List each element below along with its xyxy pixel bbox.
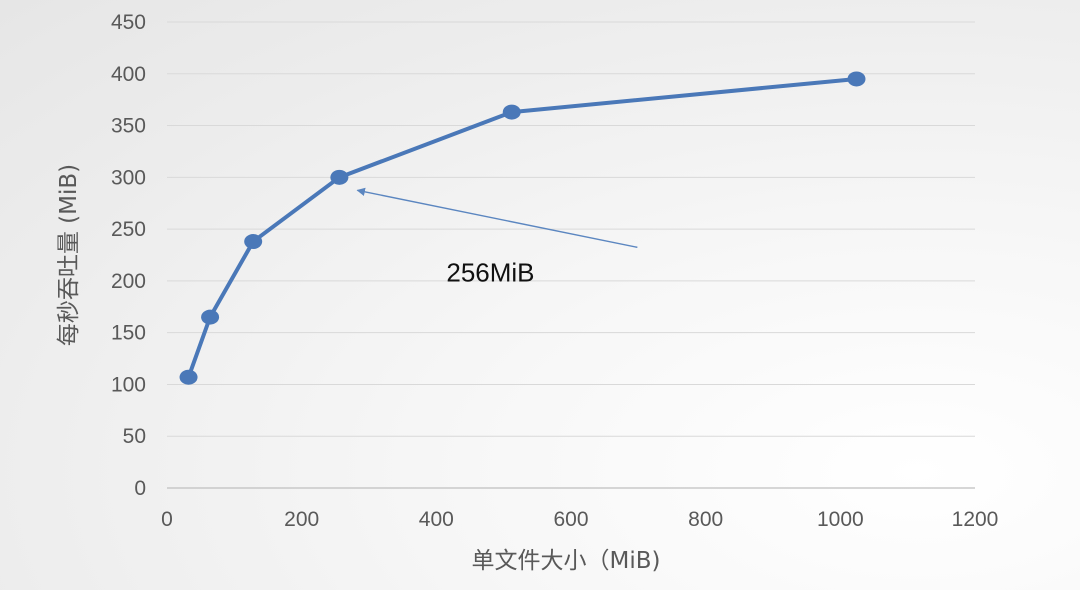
y-tick-label-50: 50: [123, 425, 146, 448]
x-tick-label-600: 600: [553, 508, 588, 531]
x-tick-label-1200: 1200: [952, 508, 999, 531]
data-point-256: [330, 169, 349, 185]
series-layer: [179, 71, 866, 385]
y-tick-label-400: 400: [111, 63, 146, 86]
data-point-512: [502, 104, 521, 120]
y-tick-label-300: 300: [111, 166, 146, 189]
data-point-32: [179, 369, 198, 385]
y-tick-label-150: 150: [111, 322, 146, 345]
annotation-layer: 256MiB: [356, 187, 638, 287]
data-point-128: [244, 234, 263, 250]
y-tick-label-0: 0: [134, 477, 146, 500]
x-tick-labels: 0 200 400 600 800 1000 1200: [161, 508, 998, 531]
y-axis-title: 每秒吞吐量 (MiB): [56, 164, 82, 346]
x-tick-label-800: 800: [688, 508, 723, 531]
data-point-1024: [847, 71, 866, 87]
annotation-arrow: [356, 187, 638, 249]
y-tick-label-250: 250: [111, 218, 146, 241]
x-tick-label-400: 400: [419, 508, 454, 531]
series-line-0: [186, 76, 859, 380]
x-tick-label-0: 0: [161, 508, 173, 531]
x-tick-label-200: 200: [284, 508, 319, 531]
annotation-label: 256MiB: [446, 257, 534, 287]
gridlines: [167, 21, 975, 437]
x-axis-title: 单文件大小（MiB): [472, 548, 661, 574]
x-tick-label-1000: 1000: [817, 508, 864, 531]
y-tick-label-350: 350: [111, 115, 146, 138]
y-tick-label-450: 450: [111, 11, 146, 34]
y-tick-label-200: 200: [111, 270, 146, 293]
y-tick-label-100: 100: [111, 373, 146, 396]
data-point-64: [201, 309, 220, 325]
y-tick-labels: 0 50 100 150 200 250 300 350 400 450: [111, 11, 146, 500]
